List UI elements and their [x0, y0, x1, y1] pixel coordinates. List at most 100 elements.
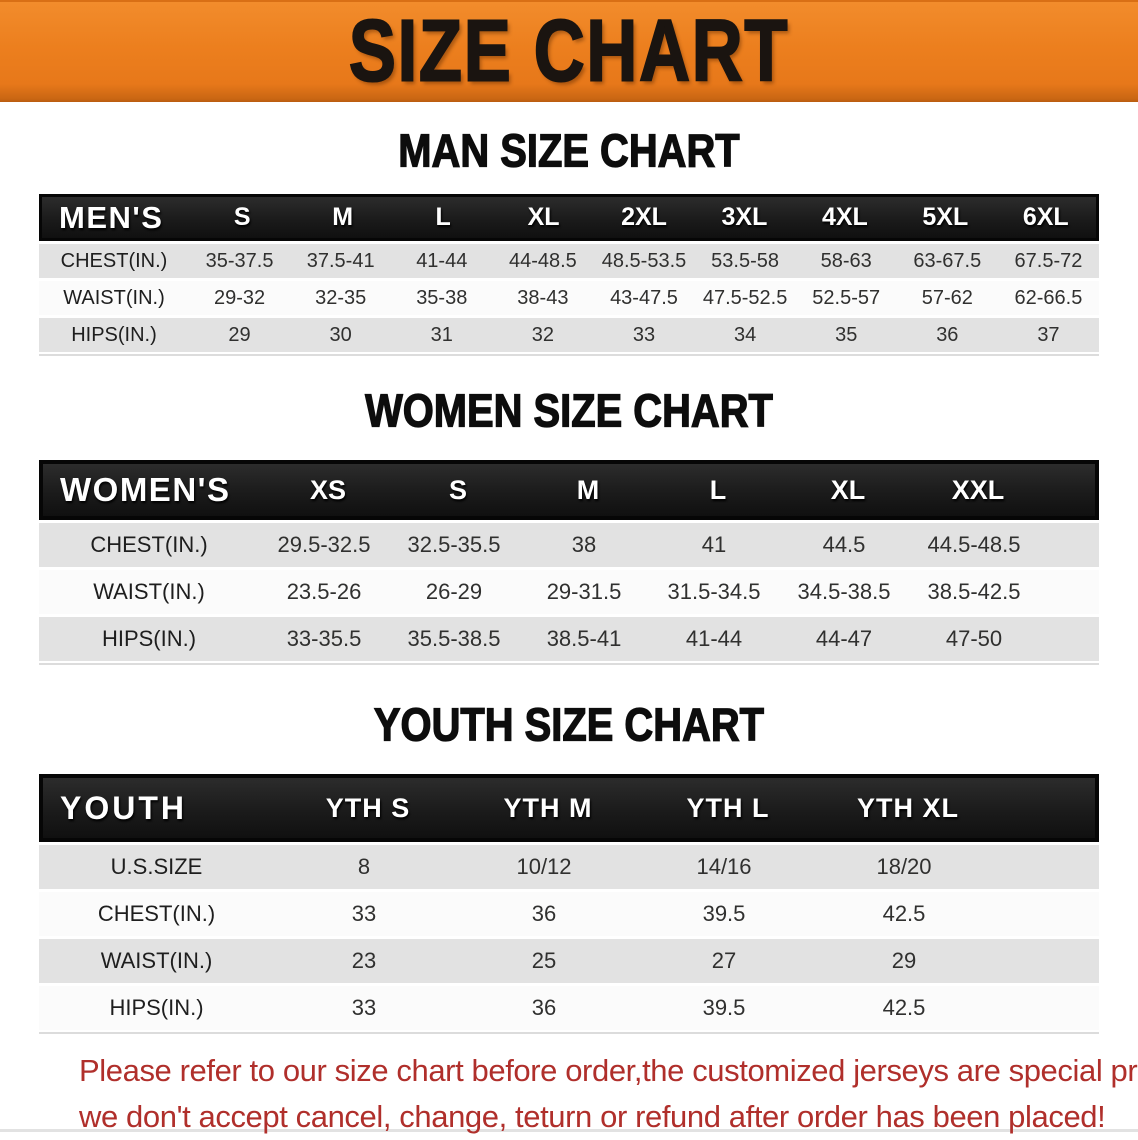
- row-label: HIPS(IN.): [71, 323, 157, 346]
- data-cell: 63-67.5: [913, 249, 982, 272]
- data-cell: 42.5: [882, 995, 926, 1020]
- table-header-row: MEN'S S M L XL 2XL 3XL 4XL 5XL 6XL: [39, 194, 1099, 241]
- data-cell: 39.5: [702, 901, 746, 926]
- table-row: CHEST(IN.) 35-37.5 37.5-41 41-44 44-48.5 48.5…: [39, 244, 1099, 278]
- data-cell: 35-37.5: [205, 249, 274, 272]
- women-size-chart-section: WOMEN SIZE CHART WOMEN'S XS S M L XL XXL CHEST(…: [39, 384, 1099, 665]
- table-title-cell: MEN'S: [59, 199, 164, 235]
- data-cell: 58-63: [820, 249, 872, 272]
- data-cell: 35.5-38.5: [407, 626, 501, 651]
- data-cell: 23: [351, 948, 377, 973]
- data-cell: 47-50: [945, 626, 1003, 651]
- data-cell: 18/20: [876, 854, 932, 879]
- size-header-cell: XL: [830, 474, 866, 505]
- size-header-cell: 6XL: [1022, 203, 1069, 231]
- data-cell: 38-43: [517, 286, 569, 309]
- data-cell: 29: [228, 323, 251, 346]
- data-cell: 41-44: [685, 626, 743, 651]
- data-cell: 27: [711, 948, 737, 973]
- footer-note-line1: Please refer to our size chart before or…: [79, 1053, 1138, 1088]
- size-header-cell: XL: [527, 203, 560, 231]
- data-cell: 33: [351, 995, 377, 1020]
- page-title: SIZE CHART: [348, 2, 790, 101]
- table-title-cell: WOMEN'S: [60, 471, 231, 508]
- size-header-cell: 3XL: [721, 203, 768, 231]
- size-header-cell: 2XL: [621, 203, 667, 231]
- data-cell: 31.5-34.5: [667, 579, 761, 604]
- data-cell: 23.5-26: [286, 579, 362, 604]
- table-row: WAIST(IN.) 23 25 27 29: [39, 939, 1099, 983]
- data-cell: 44.5: [822, 532, 866, 557]
- size-header-cell: 4XL: [821, 203, 868, 231]
- data-cell: 26-29: [425, 579, 483, 604]
- data-cell: 29-32: [213, 286, 266, 309]
- banner: SIZE CHART: [0, 0, 1138, 102]
- data-cell: 36: [936, 323, 959, 346]
- row-label: WAIST(IN.): [100, 948, 213, 973]
- women-size-chart-heading: WOMEN SIZE CHART: [365, 384, 774, 437]
- size-header-cell: YTH L: [686, 792, 770, 823]
- size-header-cell: YTH XL: [856, 792, 959, 823]
- data-cell: 39.5: [702, 995, 746, 1020]
- table-title-cell: YOUTH: [60, 789, 187, 826]
- data-cell: 44.5-48.5: [927, 532, 1021, 557]
- data-cell: 34.5-38.5: [797, 579, 891, 604]
- data-cell: 38.5-41: [546, 626, 622, 651]
- data-cell: 29: [891, 948, 917, 973]
- data-cell: 47.5-52.5: [702, 286, 788, 309]
- data-cell: 14/16: [696, 854, 752, 879]
- footer-note-line2: we don't accept cancel, change, teturn o…: [79, 1099, 1106, 1134]
- data-cell: 38.5-42.5: [927, 579, 1021, 604]
- table-header-row: WOMEN'S XS S M L XL XXL: [39, 460, 1099, 520]
- row-label: U.S.SIZE: [110, 854, 203, 879]
- table-row: HIPS(IN.) 33 36 39.5 42.5: [39, 986, 1099, 1030]
- data-cell: 8: [357, 854, 371, 879]
- size-header-cell: M: [576, 474, 600, 505]
- size-header-cell: L: [709, 474, 727, 505]
- data-cell: 41: [701, 532, 727, 557]
- row-label: HIPS(IN.): [101, 626, 197, 651]
- data-cell: 48.5-53.5: [601, 249, 687, 272]
- row-label: CHEST(IN.): [97, 901, 216, 926]
- data-cell: 67.5-72: [1014, 249, 1083, 272]
- table-row: WAIST(IN.) 29-32 32-35 35-38 38-43 43-47.5 47.…: [39, 281, 1099, 315]
- mens-size-table: MEN'S S M L XL 2XL 3XL 4XL 5XL 6XL CHEST(IN.) 35-37…: [39, 194, 1099, 356]
- data-cell: 37.5-41: [306, 249, 375, 272]
- man-size-chart-section: MAN SIZE CHART MEN'S S M L XL 2XL 3XL 4XL 5XL 6XL…: [39, 124, 1099, 356]
- table-row: WAIST(IN.) 23.5-26 26-29 29-31.5 31.5-34.5 34…: [39, 570, 1099, 614]
- row-label: CHEST(IN.): [60, 249, 168, 272]
- data-cell: 29.5-32.5: [277, 532, 371, 557]
- table-row: CHEST(IN.) 33 36 39.5 42.5: [39, 892, 1099, 936]
- data-cell: 41-44: [416, 249, 468, 272]
- size-charts-content: MAN SIZE CHART MEN'S S M L XL 2XL 3XL 4XL 5XL 6XL…: [39, 124, 1138, 1140]
- data-cell: 36: [531, 995, 557, 1020]
- size-header-cell: YTH S: [325, 792, 411, 823]
- data-cell: 57-62: [921, 286, 973, 309]
- table-row: CHEST(IN.) 29.5-32.5 32.5-35.5 38 41 44.5 44.5…: [39, 523, 1099, 567]
- size-header-cell: XXL: [951, 474, 1005, 505]
- youth-size-chart-heading: YOUTH SIZE CHART: [373, 698, 765, 751]
- data-cell: 31: [430, 323, 453, 346]
- size-header-cell: M: [332, 203, 354, 231]
- row-label: WAIST(IN.): [93, 579, 205, 604]
- table-row: U.S.SIZE 8 10/12 14/16 18/20: [39, 845, 1099, 889]
- size-header-cell: 5XL: [922, 203, 969, 231]
- data-cell: 33-35.5: [286, 626, 362, 651]
- row-label: CHEST(IN.): [90, 532, 208, 557]
- data-cell: 32: [531, 323, 554, 346]
- table-row: HIPS(IN.) 33-35.5 35.5-38.5 38.5-41 41-44 44-…: [39, 617, 1099, 661]
- footer-note: Please refer to our size chart before or…: [39, 1048, 1138, 1140]
- row-label: HIPS(IN.): [109, 995, 204, 1020]
- data-cell: 33: [632, 323, 656, 346]
- data-cell: 10/12: [516, 854, 572, 879]
- youth-size-chart-section: YOUTH SIZE CHART YOUTH YTH S YTH M YTH L YTH…: [39, 698, 1099, 1034]
- youth-size-table: YOUTH YTH S YTH M YTH L YTH XL U.S.SIZE 8 10/12…: [39, 774, 1099, 1034]
- data-cell: 38: [571, 532, 597, 557]
- data-cell: 37: [1037, 323, 1060, 346]
- data-cell: 53.5-58: [711, 249, 780, 272]
- data-cell: 52.5-57: [812, 286, 881, 309]
- data-cell: 44-48.5: [508, 249, 577, 272]
- data-cell: 62-66.5: [1014, 286, 1083, 309]
- table-header-row: YOUTH YTH S YTH M YTH L YTH XL: [39, 774, 1099, 842]
- data-cell: 29-31.5: [546, 579, 622, 604]
